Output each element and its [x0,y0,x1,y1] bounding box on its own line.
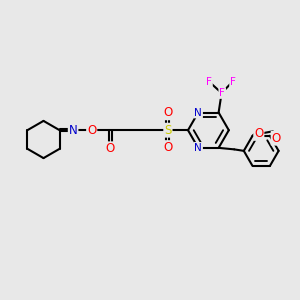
Text: S: S [164,124,172,137]
Text: N: N [194,107,202,118]
Text: O: O [163,141,172,154]
Text: O: O [163,106,172,119]
Text: N: N [194,143,202,153]
Text: O: O [106,142,115,155]
Text: O: O [87,124,96,137]
Text: O: O [272,132,281,145]
Text: F: F [230,76,236,87]
Text: F: F [206,76,212,87]
Text: F: F [219,88,225,98]
Text: O: O [254,127,263,140]
Text: N: N [69,124,77,137]
